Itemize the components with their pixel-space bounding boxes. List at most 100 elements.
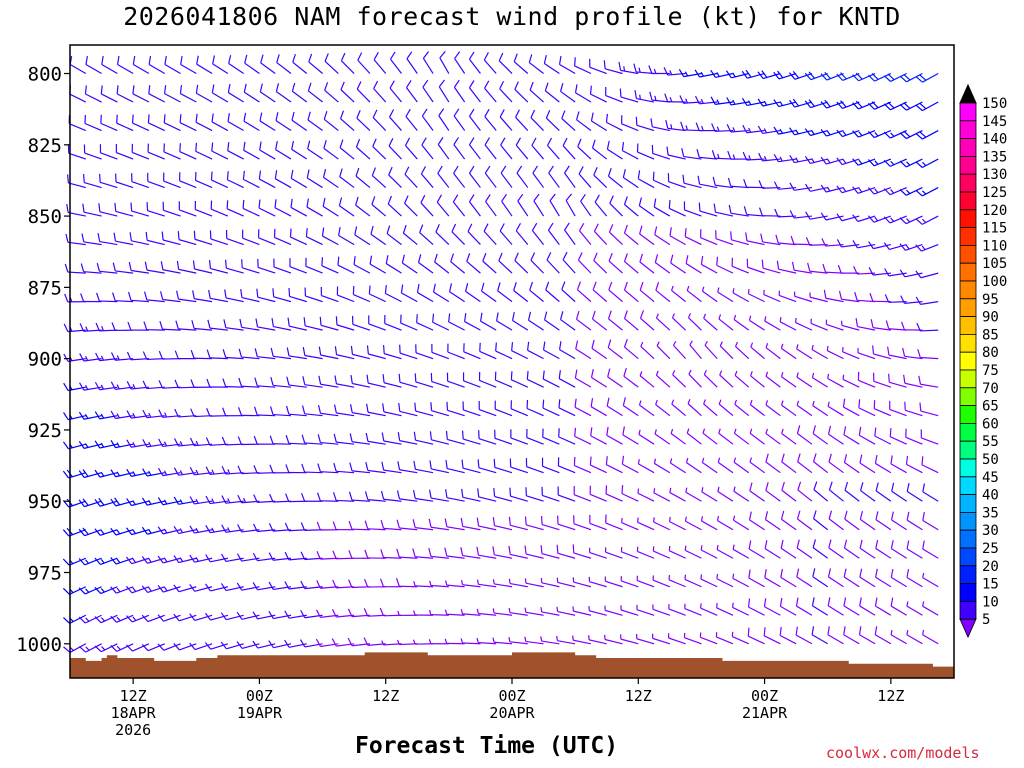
wind-barb — [588, 635, 607, 645]
barb-flag — [222, 378, 227, 387]
wind-barb — [796, 372, 813, 388]
barb-half-flag — [132, 471, 136, 476]
barb-staff — [259, 149, 276, 160]
barb-flag — [421, 137, 427, 146]
barb-staff — [547, 145, 560, 160]
barb-flag — [589, 85, 592, 95]
barb-flag — [824, 99, 831, 108]
barb-flag — [890, 568, 894, 578]
barb-flag — [498, 252, 503, 262]
barb-flag — [903, 374, 906, 384]
wind-barb — [177, 231, 197, 246]
wind-barb — [176, 260, 197, 274]
barb-flag — [859, 539, 863, 549]
barb-staff — [841, 186, 860, 194]
barb-flag — [211, 142, 214, 152]
barb-half-flag — [524, 578, 527, 584]
wind-barb — [764, 569, 781, 588]
wind-barb — [356, 81, 371, 103]
barb-half-flag — [132, 529, 136, 534]
barb-staff — [589, 610, 607, 616]
wind-barb — [192, 290, 213, 303]
wind-barb — [764, 511, 781, 531]
wind-barb — [78, 440, 102, 449]
barb-flag — [623, 338, 628, 348]
wind-barb — [668, 516, 686, 531]
wind-barb — [526, 429, 544, 445]
wind-barb — [173, 584, 197, 593]
barb-half-flag — [148, 412, 152, 418]
barb-flag — [844, 510, 848, 520]
barb-staff — [337, 294, 355, 303]
barb-half-flag — [195, 556, 199, 562]
barb-flag — [94, 557, 101, 565]
barb-staff — [531, 230, 545, 245]
barb-flag — [852, 240, 858, 249]
barb-staff — [272, 500, 292, 503]
wind-barb — [843, 539, 860, 559]
barb-staff — [353, 264, 371, 274]
barb-staff — [829, 489, 844, 502]
wind-barb — [163, 85, 181, 103]
barb-staff — [226, 208, 244, 217]
wind-barb — [223, 319, 244, 331]
barb-half-flag — [195, 440, 199, 446]
barb-staff — [84, 557, 102, 566]
barb-staff — [415, 468, 434, 474]
barb-flag — [225, 259, 227, 269]
barb-staff — [734, 374, 750, 388]
barb-flag — [221, 553, 227, 562]
wind-barb — [193, 230, 213, 246]
barb-flag — [157, 526, 164, 535]
barb-staff — [431, 381, 450, 388]
wind-barb — [820, 156, 844, 165]
barb-staff — [383, 469, 402, 474]
barb-half-flag — [906, 189, 911, 195]
barb-staff — [367, 528, 386, 531]
barb-half-flag — [100, 442, 105, 448]
barb-staff — [210, 208, 229, 217]
barb-staff — [858, 101, 876, 110]
barb-flag — [867, 159, 875, 167]
barb-staff — [577, 146, 592, 160]
barb-staff — [415, 585, 434, 588]
wind-barb — [414, 402, 434, 417]
barb-flag — [308, 53, 313, 63]
wind-barb — [112, 292, 134, 303]
barb-staff — [605, 551, 623, 559]
barb-staff — [873, 353, 892, 360]
wind-barb — [804, 99, 828, 109]
barb-staff — [668, 579, 686, 588]
credit-link[interactable]: coolwx.com/models — [826, 744, 980, 762]
barb-staff — [225, 327, 244, 331]
barb-staff — [797, 433, 813, 445]
wind-barb — [746, 258, 765, 274]
barb-flag — [142, 468, 148, 477]
wind-barb — [763, 598, 781, 616]
barb-staff — [68, 123, 87, 132]
wind-barb — [670, 254, 686, 274]
wind-barb — [160, 261, 181, 274]
barb-staff — [273, 384, 292, 388]
wind-barb — [524, 578, 544, 588]
barb-flag — [291, 82, 296, 92]
wind-barb — [578, 223, 592, 245]
barb-staff — [557, 610, 576, 616]
barb-staff — [494, 525, 513, 531]
barb-flag — [542, 341, 546, 351]
barb-staff — [454, 58, 466, 74]
barb-staff — [399, 527, 418, 531]
barb-staff — [605, 493, 623, 502]
barb-staff — [548, 172, 560, 188]
barb-staff — [558, 494, 576, 502]
barb-flag — [855, 318, 859, 327]
barb-staff — [100, 122, 118, 132]
wind-barb — [434, 253, 450, 274]
barb-staff — [244, 62, 260, 75]
wind-barb — [316, 521, 339, 531]
barb-half-flag — [397, 639, 400, 645]
barb-staff — [289, 266, 307, 274]
barb-staff — [668, 608, 686, 616]
barb-flag — [338, 226, 341, 236]
barb-half-flag — [211, 498, 215, 504]
